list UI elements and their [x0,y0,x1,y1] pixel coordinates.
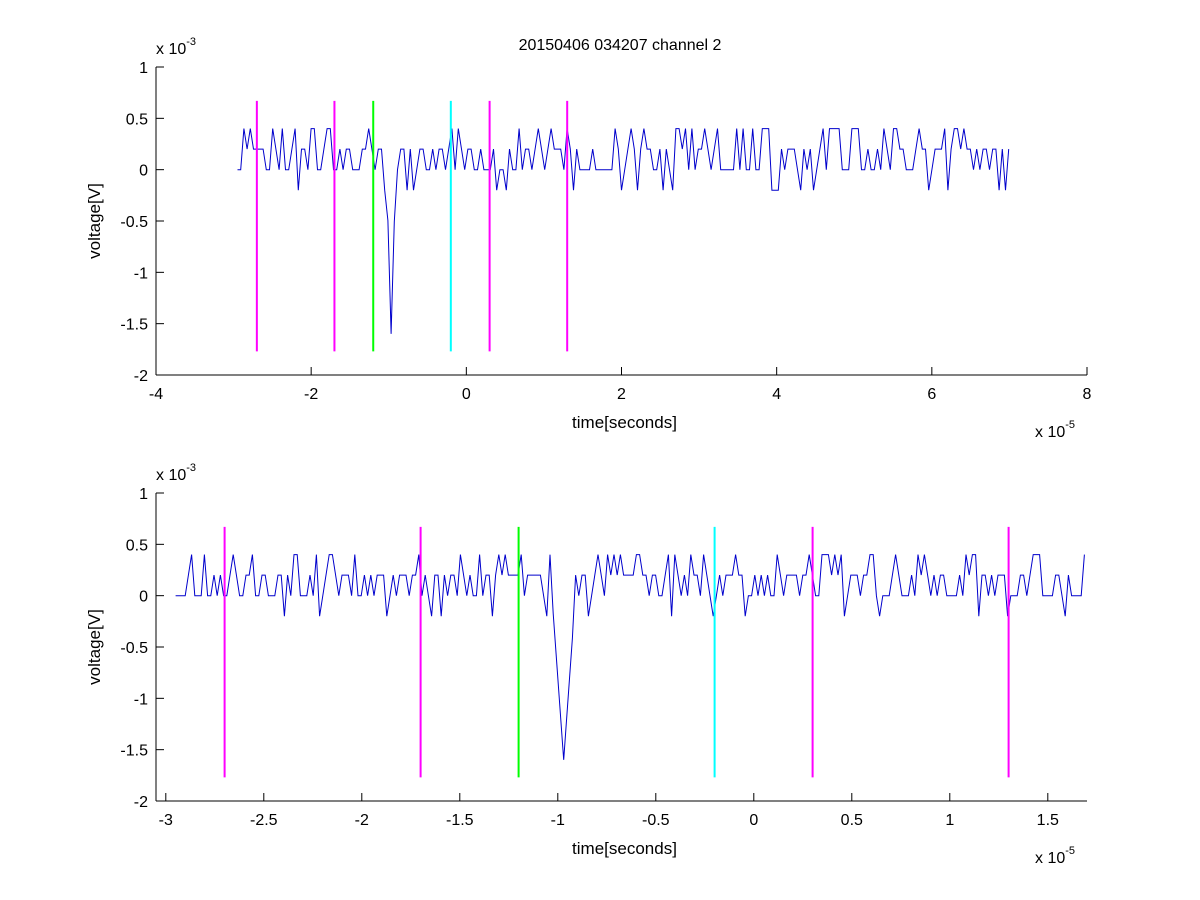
x-tick-label: -0.5 [642,812,670,829]
x-tick-label: 0 [749,812,758,829]
y-exponent-label: x 10-3 [156,462,196,484]
x-tick-label: 4 [772,386,781,403]
y-tick-label: -1.5 [120,317,148,334]
x-tick-label: 1.5 [1037,812,1059,829]
x-exponent-power: -5 [1065,845,1075,857]
y-tick-label: -0.5 [120,214,148,231]
y-exponent-label: x 10-3 [156,36,196,58]
y-tick-label: 0 [139,589,148,606]
y-tick-label: 0 [139,163,148,180]
x-axis-label: time[seconds] [572,413,677,432]
chart-title: 20150406 034207 channel 2 [519,37,722,54]
y-tick-label: -1 [134,265,148,282]
x-tick-label: -2 [304,386,318,403]
x-tick-label: -1 [551,812,565,829]
x-exponent-base: x 10 [1035,424,1065,441]
x-tick-label: -4 [149,386,163,403]
y-tick-label: 0.5 [126,537,148,554]
x-tick-label: 6 [927,386,936,403]
x-tick-label: 0 [462,386,471,403]
x-tick-label: -3 [159,812,173,829]
y-exponent-power: -3 [186,36,196,48]
bottom-plot: -3 -2.5 -2 -1.5 -1 -0.5 0 0.5 1 1.5 -2 -1.5 -1 -0.5 0 0… [85,462,1087,867]
x-tick-label: -2.5 [250,812,278,829]
signal-trace [237,128,1010,334]
y-tick-label: 1 [139,60,148,77]
y-axis-label: voltage[V] [85,183,104,259]
x-tick-label: 0.5 [841,812,863,829]
y-axis-label: voltage[V] [85,609,104,685]
x-axis-label: time[seconds] [572,839,677,858]
x-exponent-label: x 10-5 [1035,419,1075,441]
y-tick-label: 0.5 [126,111,148,128]
x-tick-label: -1.5 [446,812,474,829]
y-tick-label: -2 [134,368,148,385]
x-tick-label: 8 [1083,386,1092,403]
x-exponent-base: x 10 [1035,850,1065,867]
x-tick-label: -2 [355,812,369,829]
y-tick-label: -0.5 [120,640,148,657]
y-tick-label: 1 [139,486,148,503]
y-tick-label: -1 [134,691,148,708]
top-plot: -4 -2 0 2 4 6 8-2-1.5-1-0.500.51time[seconds]v… [85,36,1092,441]
x-exponent-label: x 10-5 [1035,845,1075,867]
signal-trace [175,554,1085,760]
y-exponent-base: x 10 [156,467,186,484]
y-tick-label: -2 [134,794,148,811]
x-tick-label: 2 [617,386,626,403]
x-exponent-power: -5 [1065,419,1075,431]
y-tick-label: -1.5 [120,743,148,760]
y-exponent-base: x 10 [156,41,186,58]
y-exponent-power: -3 [186,462,196,474]
x-tick-label: 1 [945,812,954,829]
